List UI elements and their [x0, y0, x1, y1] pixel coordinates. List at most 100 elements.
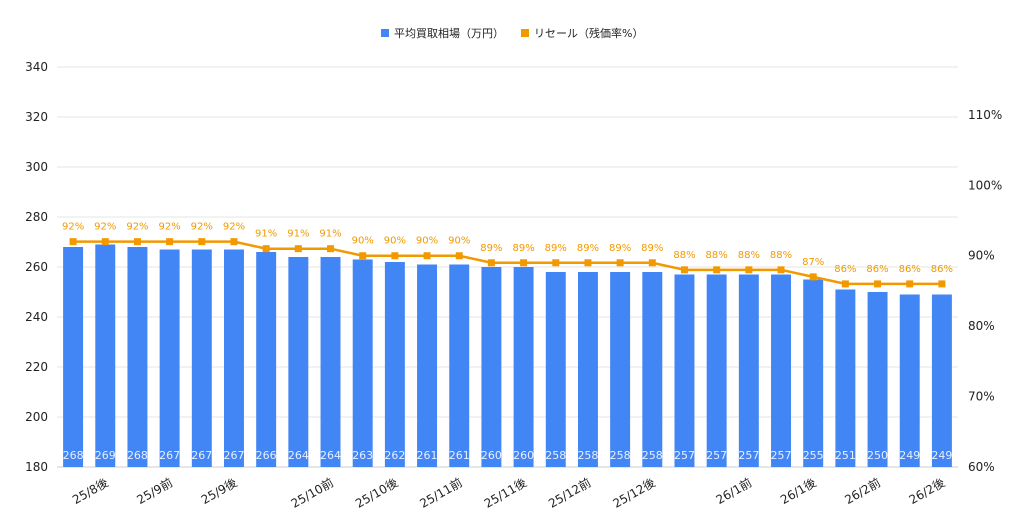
- line-point: [487, 259, 495, 267]
- line-point: [906, 280, 914, 288]
- line-data-label: 86%: [899, 264, 921, 275]
- y-left-tick-label: 200: [25, 410, 48, 424]
- bar: [642, 272, 663, 467]
- legend-swatch-bar: [381, 29, 389, 37]
- bar: [288, 257, 309, 467]
- line-point: [584, 259, 592, 267]
- bar-data-label: 255: [803, 449, 824, 462]
- bar-data-label: 264: [288, 449, 309, 462]
- bar-data-label: 267: [191, 449, 212, 462]
- x-tick-label: 26/2前: [842, 475, 883, 507]
- line-point: [938, 280, 946, 288]
- line-data-label: 86%: [931, 264, 953, 275]
- x-tick-label: 26/2後: [907, 475, 948, 507]
- bar: [738, 274, 759, 467]
- bar-data-label: 258: [577, 449, 598, 462]
- bar-data-label: 268: [127, 449, 148, 462]
- bar-data-label: 262: [384, 449, 405, 462]
- bar: [191, 249, 212, 467]
- bar-data-label: 264: [320, 449, 341, 462]
- bar: [256, 252, 277, 467]
- line-data-label: 92%: [62, 222, 84, 233]
- line-point: [294, 245, 302, 253]
- bar-data-label: 250: [867, 449, 888, 462]
- bar-data-label: 266: [256, 449, 277, 462]
- x-tick-label: 25/12後: [610, 475, 657, 510]
- x-tick-label: 26/1後: [778, 475, 819, 507]
- line-data-label: 88%: [673, 250, 695, 261]
- x-tick-label: 26/1前: [713, 475, 754, 507]
- bar-data-label: 261: [417, 449, 438, 462]
- line-data-label: 87%: [802, 257, 824, 268]
- x-tick-label: 25/11前: [417, 475, 465, 511]
- line-point: [423, 252, 431, 260]
- bar-data-label: 257: [771, 449, 792, 462]
- line-data-label: 89%: [609, 243, 631, 254]
- x-tick-label: 25/9前: [134, 475, 175, 507]
- line-point: [777, 266, 785, 274]
- bar: [803, 279, 824, 467]
- y-right-tick-label: 100%: [968, 178, 1002, 192]
- bar: [835, 289, 856, 467]
- bar-data-label: 249: [931, 449, 952, 462]
- line-point: [262, 245, 270, 253]
- line-data-label: 89%: [512, 243, 534, 254]
- bar-data-label: 268: [63, 449, 84, 462]
- bar-data-label: 257: [738, 449, 759, 462]
- bar-data-label: 258: [642, 449, 663, 462]
- bar-data-label: 267: [223, 449, 244, 462]
- bar: [224, 249, 244, 467]
- bar-data-label: 257: [706, 449, 727, 462]
- legend-swatch-line: [521, 29, 529, 37]
- bar: [674, 274, 695, 467]
- x-tick-label: 25/12前: [546, 475, 594, 511]
- y-left-tick-label: 340: [25, 60, 48, 74]
- bar: [899, 294, 920, 467]
- line-data-label: 86%: [834, 264, 856, 275]
- y-right-tick-label: 110%: [968, 108, 1002, 122]
- line-data-label: 89%: [545, 243, 567, 254]
- y-right-tick-label: 60%: [968, 460, 995, 474]
- line-data-label: 92%: [191, 222, 213, 233]
- bar-data-label: 258: [610, 449, 631, 462]
- y-left-tick-label: 280: [25, 210, 48, 224]
- line-data-label: 88%: [738, 250, 760, 261]
- bar: [931, 294, 952, 467]
- line-data-label: 89%: [480, 243, 502, 254]
- line-point: [455, 252, 463, 260]
- line-data-label: 89%: [641, 243, 663, 254]
- bar-data-label: 258: [545, 449, 566, 462]
- line-data-label: 90%: [416, 236, 438, 247]
- line-point: [552, 259, 560, 267]
- x-tick-label: 25/11後: [482, 475, 529, 510]
- line-point: [616, 259, 624, 267]
- line-data-label: 88%: [770, 250, 792, 261]
- bar: [352, 259, 373, 467]
- line-point: [327, 245, 335, 253]
- bar: [384, 262, 405, 467]
- line-data-label: 91%: [319, 229, 341, 240]
- line-point: [230, 238, 238, 246]
- line-point: [198, 238, 206, 246]
- line-data-label: 91%: [287, 229, 309, 240]
- bar-data-label: 261: [449, 449, 470, 462]
- y-right-tick-label: 80%: [968, 319, 995, 333]
- line-point: [166, 238, 174, 246]
- bar-data-label: 257: [674, 449, 695, 462]
- line-data-label: 89%: [577, 243, 599, 254]
- y-right-tick-label: 90%: [968, 249, 995, 263]
- bar-data-label: 269: [95, 449, 116, 462]
- bar: [63, 247, 84, 467]
- line-point: [809, 273, 817, 281]
- bar-data-label: 260: [513, 449, 534, 462]
- line-point: [133, 238, 141, 246]
- line-point: [841, 280, 849, 288]
- line-point: [648, 259, 656, 267]
- y-right-tick-label: 70%: [968, 390, 995, 404]
- y-left-tick-label: 240: [25, 310, 48, 324]
- bar-data-label: 249: [899, 449, 920, 462]
- line-point: [101, 238, 109, 246]
- line-point: [520, 259, 528, 267]
- line-point: [680, 266, 688, 274]
- bar: [706, 274, 727, 467]
